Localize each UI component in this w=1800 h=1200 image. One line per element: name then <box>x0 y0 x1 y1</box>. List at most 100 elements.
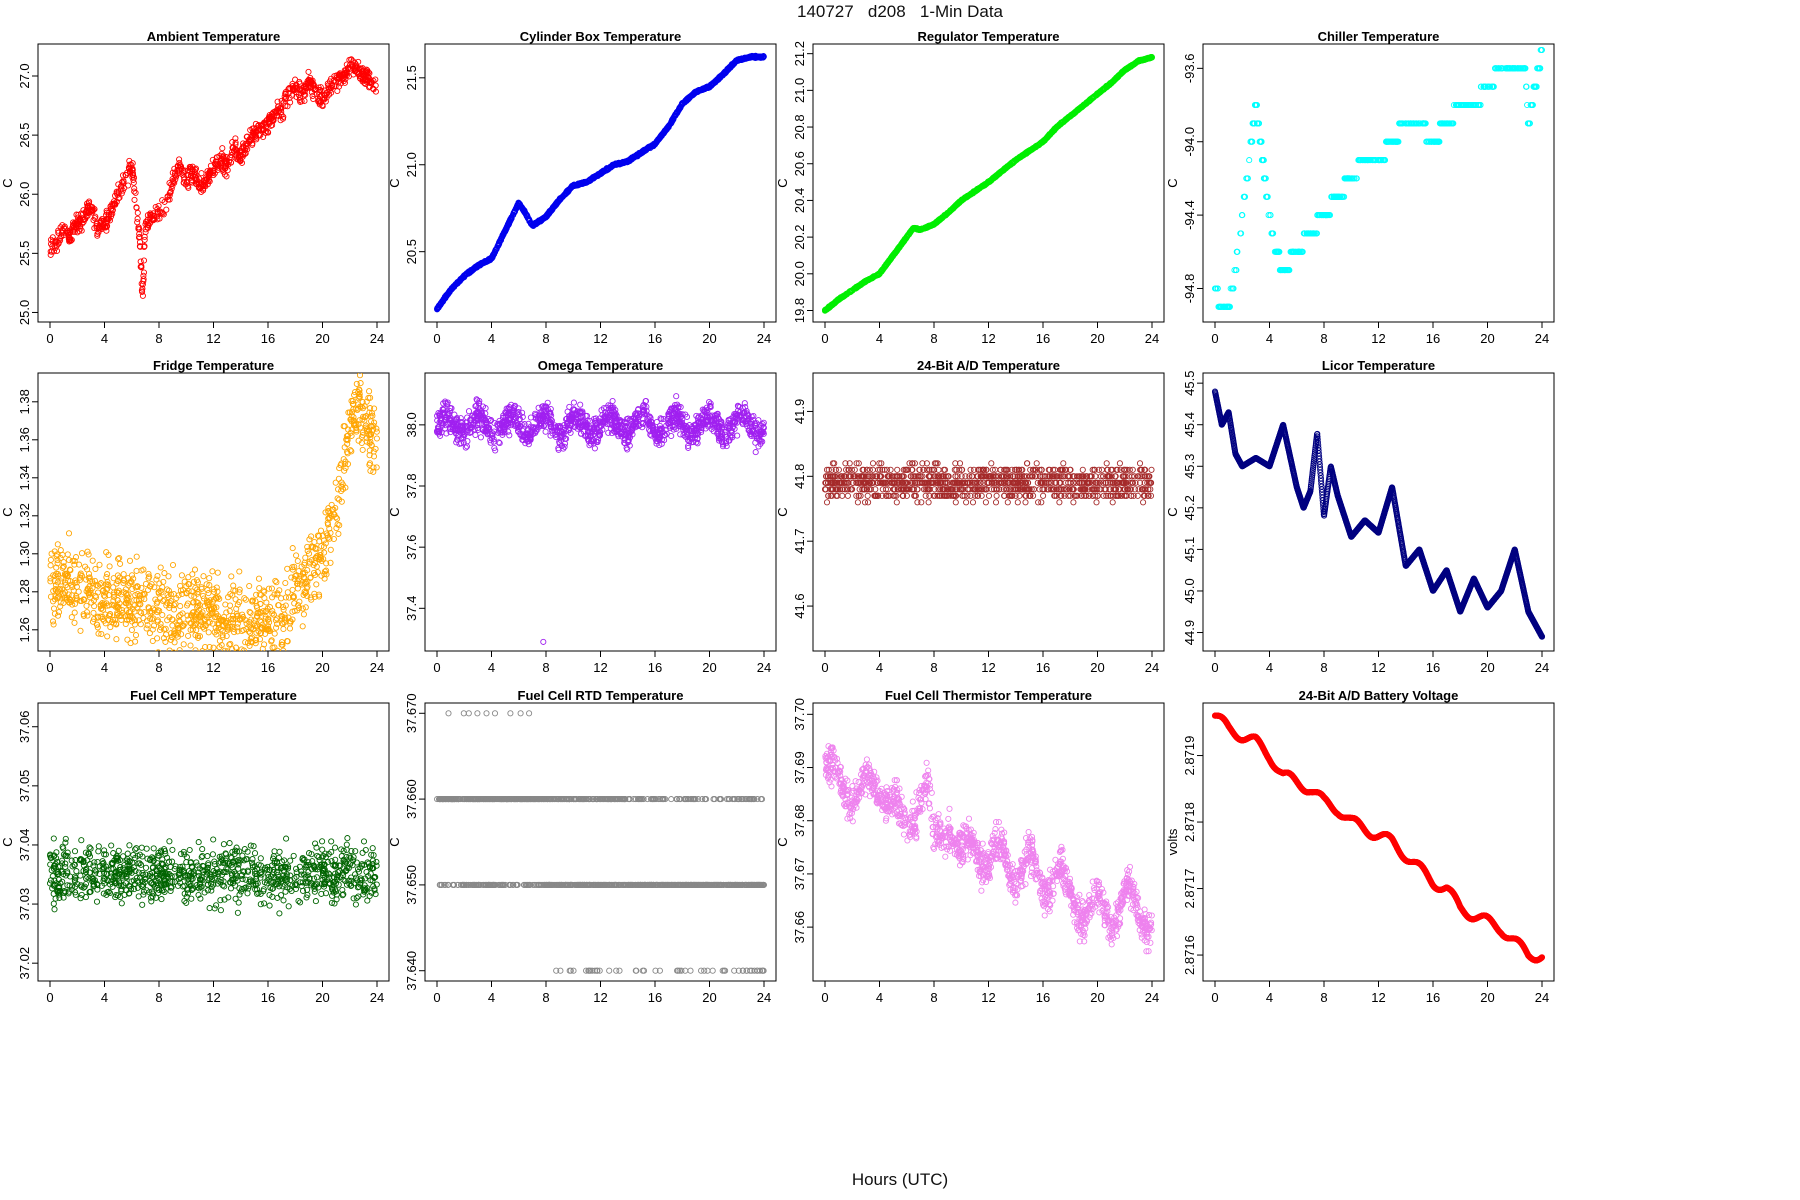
data-point <box>327 529 334 537</box>
data-point <box>241 595 248 602</box>
data-point <box>602 167 610 174</box>
data-point <box>537 216 545 223</box>
data-point <box>352 67 359 74</box>
data-point <box>299 605 306 612</box>
data-point <box>140 257 148 264</box>
plot-frame <box>1202 43 1555 323</box>
data-point <box>837 294 844 301</box>
data-point <box>269 110 276 117</box>
data-point <box>50 621 57 628</box>
data-point <box>895 245 902 252</box>
data-point <box>150 212 158 219</box>
x-tick-label: 20 <box>1090 331 1104 346</box>
data-point <box>828 302 835 309</box>
data-point <box>119 179 126 186</box>
y-tick-label: 1.36 <box>17 427 32 452</box>
data-point <box>511 208 518 215</box>
data-point <box>1361 157 1368 164</box>
data-point <box>478 260 486 267</box>
data-point <box>283 94 290 101</box>
data-point <box>1522 65 1529 72</box>
y-tick-label: 26.0 <box>17 182 32 207</box>
data-point <box>94 232 101 239</box>
data-point <box>1111 76 1118 83</box>
y-tick-label: 21.0 <box>404 152 419 177</box>
data-point <box>345 426 352 433</box>
data-point <box>144 221 151 228</box>
data-point <box>193 180 200 187</box>
data-point <box>53 242 60 249</box>
x-tick-label: 0 <box>46 660 53 675</box>
data-point <box>323 560 330 567</box>
y-tick-label: 1.28 <box>17 579 32 604</box>
data-point <box>643 145 651 152</box>
data-point <box>497 237 504 244</box>
data-point <box>1305 230 1312 237</box>
data-point <box>184 183 191 190</box>
data-point <box>256 126 263 133</box>
data-point <box>1534 65 1541 72</box>
data-point <box>1249 120 1256 127</box>
data-point <box>102 224 109 231</box>
data-point <box>59 564 66 571</box>
data-point <box>161 198 168 205</box>
data-point <box>1260 157 1267 164</box>
data-point <box>57 554 64 562</box>
data-point <box>1338 193 1346 200</box>
data-point <box>1252 101 1259 109</box>
data-point <box>1036 140 1043 147</box>
data-point <box>232 139 239 146</box>
data-point <box>282 91 289 98</box>
x-tick-label: 20 <box>702 331 716 346</box>
data-point <box>247 609 254 616</box>
data-point <box>129 165 136 172</box>
data-point <box>271 630 278 637</box>
data-point <box>83 602 90 609</box>
data-point <box>1238 212 1245 219</box>
x-tick-label: 16 <box>1036 331 1050 346</box>
data-point <box>750 53 757 60</box>
data-point <box>117 183 124 190</box>
data-point <box>1381 157 1389 164</box>
data-point <box>95 630 102 637</box>
data-point <box>482 258 489 265</box>
data-point <box>576 180 583 188</box>
data-point <box>1148 54 1155 61</box>
data-point <box>888 255 895 262</box>
data-point <box>999 167 1006 175</box>
chart-title: Fridge Temperature <box>153 358 274 373</box>
data-point <box>263 127 270 134</box>
data-point <box>647 145 654 152</box>
data-point <box>1269 230 1276 237</box>
x-tick-label: 0 <box>1211 331 1218 346</box>
y-tick-label: 20.8 <box>792 114 807 139</box>
data-point <box>335 75 342 82</box>
data-points <box>1211 46 1545 310</box>
y-axis-label: C <box>0 178 15 187</box>
data-point <box>165 573 172 580</box>
data-point <box>253 623 260 630</box>
data-point <box>1341 175 1348 182</box>
y-tick-label: -94.0 <box>1182 127 1197 157</box>
data-point <box>310 95 317 103</box>
data-point <box>1014 155 1021 162</box>
data-point <box>1507 65 1514 72</box>
data-point <box>1295 248 1302 255</box>
data-point <box>1248 138 1255 145</box>
data-point <box>507 216 514 224</box>
data-point <box>62 582 69 589</box>
data-point <box>447 286 454 293</box>
data-point <box>900 238 907 245</box>
data-point <box>1355 157 1362 164</box>
data-point <box>984 179 991 186</box>
y-tick-label: -94.4 <box>1182 200 1197 230</box>
data-point <box>1523 83 1530 90</box>
data-point <box>1253 101 1260 109</box>
data-point <box>353 380 360 387</box>
data-point <box>1230 285 1237 292</box>
data-point <box>331 82 338 90</box>
data-point <box>1495 65 1503 72</box>
data-point <box>296 94 304 101</box>
data-point <box>759 53 766 60</box>
data-point <box>1332 193 1339 200</box>
